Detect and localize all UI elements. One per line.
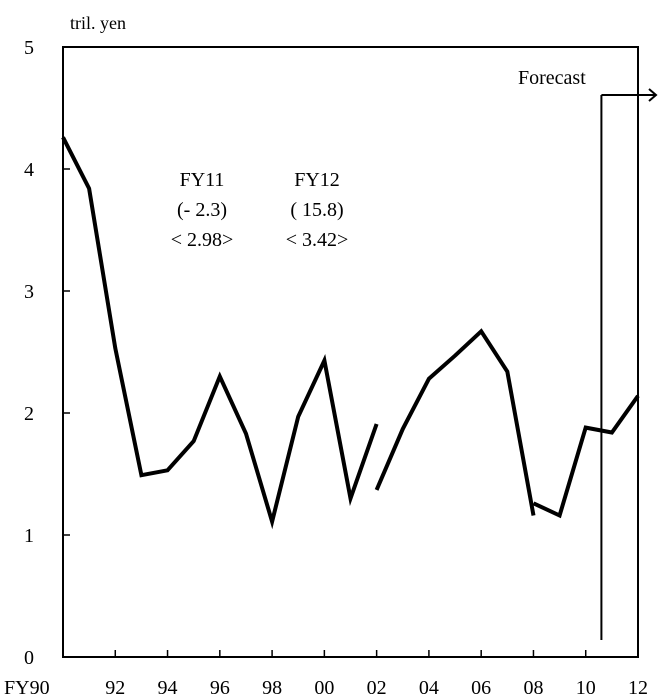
plot-frame <box>62 46 639 658</box>
annotation-fy11: FY11 (- 2.3) < 2.98> <box>171 169 234 251</box>
y-tick-label: 3 <box>24 281 34 303</box>
annotation-fy11-line-2: (- 2.3) <box>177 199 227 221</box>
series-segment-1 <box>61 136 379 530</box>
x-tick-label: 04 <box>419 677 439 699</box>
annotation-fy12-line-1: FY12 <box>294 169 340 191</box>
x-tick-label: 12 <box>628 677 648 699</box>
x-tick-label: FY90 <box>4 677 50 699</box>
x-tick-label: 92 <box>105 677 125 699</box>
x-tick-label: 98 <box>262 677 282 699</box>
forecast-arrow-head <box>648 88 658 102</box>
x-tick-label: 00 <box>314 677 334 699</box>
series-lines <box>61 136 640 530</box>
x-tick-label: 94 <box>158 677 178 699</box>
series-segment-2 <box>374 328 536 516</box>
y-ticks: 0 1 2 3 4 5 <box>24 37 70 669</box>
y-tick-label: 2 <box>24 403 34 425</box>
annotation-fy12-line-3: < 3.42> <box>286 229 349 251</box>
x-tick-label: 06 <box>471 677 491 699</box>
x-tick-label: 08 <box>523 677 543 699</box>
y-tick-label: 1 <box>24 525 34 547</box>
y-tick-label: 5 <box>24 37 34 59</box>
annotation-fy11-line-3: < 2.98> <box>171 229 234 251</box>
forecast-marker: Forecast <box>518 67 658 640</box>
y-tick-label: 0 <box>24 647 34 669</box>
annotation-fy12: FY12 ( 15.8) < 3.42> <box>286 169 349 251</box>
x-ticks: FY90 92 94 96 98 00 02 04 06 08 10 12 <box>4 650 648 699</box>
forecast-label: Forecast <box>518 67 586 89</box>
x-tick-label: 96 <box>210 677 230 699</box>
y-tick-label: 4 <box>24 159 34 181</box>
x-tick-label: 02 <box>367 677 387 699</box>
x-tick-label: 10 <box>576 677 596 699</box>
annotation-fy12-line-2: ( 15.8) <box>290 199 343 221</box>
annotation-fy11-line-1: FY11 <box>180 169 225 191</box>
series-segment-3 <box>532 394 640 519</box>
y-axis-label: tril. yen <box>70 13 126 33</box>
